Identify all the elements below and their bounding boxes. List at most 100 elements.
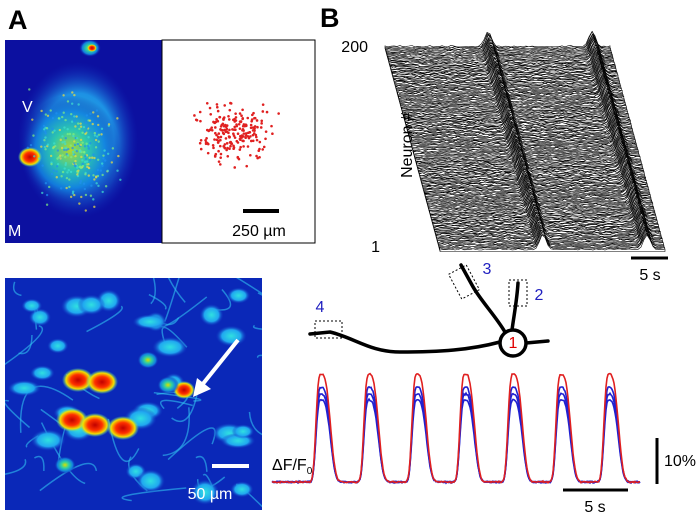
speck <box>84 173 87 176</box>
process <box>236 278 262 296</box>
speck <box>82 125 86 129</box>
dot <box>232 128 236 131</box>
dot <box>261 148 265 151</box>
dot <box>214 120 218 124</box>
dot <box>220 128 223 132</box>
speck <box>85 142 88 145</box>
speck <box>78 202 81 205</box>
dot <box>224 137 228 140</box>
speck <box>93 205 96 209</box>
speck <box>101 164 104 167</box>
speck <box>60 146 64 150</box>
dot <box>244 132 248 135</box>
speck <box>59 187 63 190</box>
dot <box>265 110 269 114</box>
axis-title: Neuron # <box>399 112 416 178</box>
speck <box>66 100 70 103</box>
cell <box>54 456 76 474</box>
dot <box>270 124 273 128</box>
speck <box>67 147 70 151</box>
trace <box>271 372 640 484</box>
dot <box>216 109 220 113</box>
dot <box>226 154 230 158</box>
speck <box>95 130 98 133</box>
speck <box>63 148 66 152</box>
speck <box>59 138 62 142</box>
dot <box>218 115 222 119</box>
speck <box>83 187 87 191</box>
speck <box>84 132 87 136</box>
speck <box>79 181 82 185</box>
speck <box>44 181 48 185</box>
dot <box>227 115 230 118</box>
speck <box>84 193 88 197</box>
dot <box>215 118 218 121</box>
speck <box>73 119 76 123</box>
speck <box>102 157 105 160</box>
dots <box>193 101 280 169</box>
dot <box>252 132 256 135</box>
speck <box>78 165 81 169</box>
speck <box>75 149 79 153</box>
speck <box>95 182 98 185</box>
dot <box>250 119 253 123</box>
speck <box>85 160 89 163</box>
speck <box>64 142 67 146</box>
speck <box>106 152 110 155</box>
panel-label: A <box>8 5 28 35</box>
speck <box>51 146 55 150</box>
trace <box>384 31 611 49</box>
speck <box>116 169 119 172</box>
axis-title-main: ΔF/F <box>272 457 307 474</box>
dot <box>261 103 265 106</box>
speck <box>70 112 73 116</box>
speck <box>37 157 41 160</box>
speck <box>83 130 87 133</box>
trace <box>271 391 641 485</box>
scale-label: 250 µm <box>232 223 286 240</box>
speck <box>52 169 55 172</box>
speck <box>75 136 79 140</box>
speck <box>46 114 50 118</box>
speck <box>84 209 88 212</box>
speck <box>46 143 50 146</box>
speck <box>71 190 75 193</box>
scale-label: 50 µm <box>188 486 233 503</box>
speck <box>56 157 59 160</box>
speck <box>43 128 46 131</box>
cell <box>29 365 55 381</box>
dot <box>215 133 218 137</box>
speck <box>94 146 98 149</box>
dot <box>242 145 245 148</box>
scale-label: 10% <box>664 453 696 470</box>
speck <box>64 137 67 140</box>
speck <box>89 129 92 132</box>
dot <box>233 166 237 169</box>
cell <box>152 336 188 358</box>
dot <box>246 145 250 148</box>
dot <box>238 120 242 123</box>
dot <box>217 136 220 139</box>
dot <box>237 122 241 126</box>
dot <box>252 111 255 115</box>
speck <box>74 159 77 163</box>
speck <box>55 170 58 173</box>
speck <box>68 132 72 136</box>
axis-label: 1 <box>371 239 380 256</box>
speck <box>88 119 92 122</box>
dot <box>256 125 259 129</box>
speck <box>89 142 92 145</box>
speck <box>87 166 91 170</box>
speck <box>92 198 95 201</box>
cell <box>199 303 224 326</box>
speck <box>68 178 71 181</box>
speck <box>41 191 44 195</box>
dot <box>217 132 221 135</box>
dot <box>229 101 232 105</box>
trace <box>271 397 641 485</box>
dot <box>238 112 242 115</box>
speck <box>89 194 93 197</box>
speck <box>76 122 80 125</box>
speck <box>66 154 70 157</box>
dot <box>262 145 266 149</box>
